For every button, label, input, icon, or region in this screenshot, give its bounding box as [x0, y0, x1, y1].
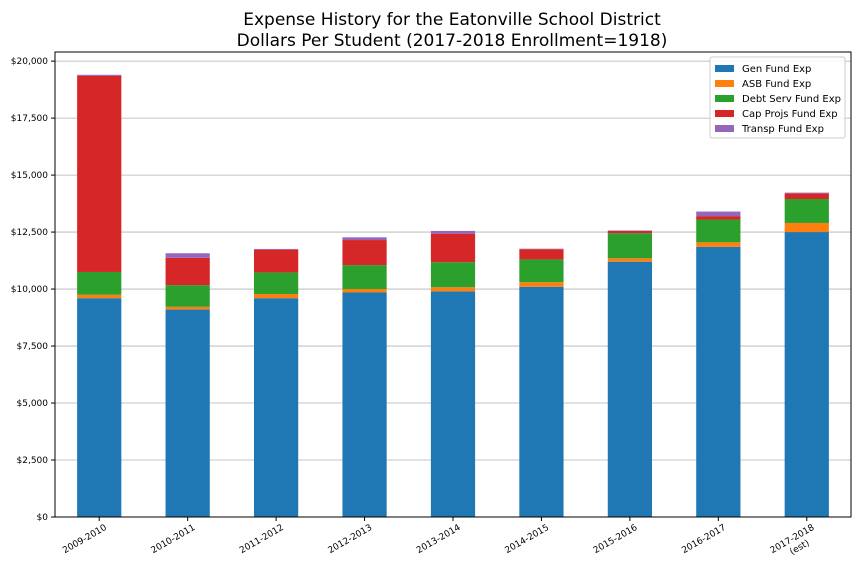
bar-segment [165, 257, 210, 286]
bar-segment [342, 265, 387, 290]
bar-segment [430, 287, 476, 292]
legend: Gen Fund Exp ASB Fund Exp Debt Serv Fund E… [709, 56, 846, 139]
bar-segment [519, 249, 564, 260]
y-tick-label: $7,500 [17, 342, 49, 352]
bar-segment [430, 262, 476, 288]
bars [77, 74, 829, 517]
y-tick-label: $2,500 [17, 456, 49, 466]
bar-segment [165, 309, 210, 517]
x-tick-label-group: 2013-2014 [415, 523, 463, 556]
x-tick-label-group: 2010-2011 [150, 523, 197, 556]
chart-title-line-1: Expense History for the Eatonville Schoo… [243, 10, 661, 30]
legend-swatch [715, 110, 734, 117]
bar-segment [77, 75, 122, 272]
x-tick-label: 2012-2013 [327, 523, 374, 556]
x-tick-label: 2017-2018(est) [769, 523, 822, 566]
bar-segment [77, 298, 122, 517]
bar-segment [254, 248, 299, 250]
bar-segment [165, 253, 210, 258]
bar-segment [696, 242, 741, 247]
x-axis: 2009-2010 2010-2011 2011-2012 2012-2013 2013… [61, 517, 822, 566]
y-tick-label: $10,000 [11, 285, 48, 295]
bar-segment [342, 237, 387, 241]
bar-segment [165, 306, 210, 310]
legend-swatch [715, 125, 734, 132]
y-tick-label: $0 [37, 513, 49, 523]
legend-label: Cap Projs Fund Exp [742, 109, 838, 120]
bar-segment [607, 258, 652, 262]
bar-segment [784, 193, 829, 200]
bar-segment [342, 292, 387, 517]
y-tick-label: $5,000 [17, 399, 49, 409]
bar-segment [254, 272, 299, 295]
legend-swatch [715, 80, 734, 87]
x-tick-label: 2013-2014 [415, 523, 463, 556]
bar-segment [342, 240, 387, 266]
bar-segment [77, 271, 122, 295]
bar-segment [607, 261, 652, 517]
bar-segment [696, 211, 741, 217]
x-tick-label-line: 2014-2015 [503, 523, 550, 556]
x-tick-label: 2009-2010 [61, 523, 109, 556]
x-tick-label-line: 2010-2011 [150, 523, 197, 556]
legend-label: Debt Serv Fund Exp [742, 94, 841, 105]
bar-segment [519, 286, 564, 517]
y-tick-label: $20,000 [11, 57, 48, 67]
bar-segment [607, 233, 652, 259]
legend-label: Transp Fund Exp [741, 124, 824, 135]
x-tick-label-line: 2013-2014 [415, 523, 463, 556]
y-tick-label: $17,500 [11, 114, 48, 124]
bar-segment [254, 298, 299, 517]
bar-segment [519, 282, 564, 287]
x-tick-label-line: 2016-2017 [680, 523, 727, 556]
x-tick-label-group: 2012-2013 [327, 523, 374, 556]
bar-segment [165, 285, 210, 307]
bar-segment [254, 249, 299, 273]
chart-title-line-2: Dollars Per Student (2017-2018 Enrollmen… [237, 31, 668, 51]
x-tick-label: 2011-2012 [238, 523, 285, 556]
x-tick-label: 2010-2011 [150, 523, 197, 556]
bar-segment [784, 232, 829, 517]
bar-segment [696, 246, 741, 517]
bar-segment [254, 294, 299, 299]
bar-segment [607, 230, 652, 234]
bar-segment [342, 289, 387, 293]
y-tick-label: $15,000 [11, 171, 48, 181]
legend-swatch [715, 95, 734, 102]
legend-box [709, 56, 846, 139]
legend-label: ASB Fund Exp [742, 79, 811, 90]
bar-segment [430, 230, 476, 234]
bar-segment [696, 216, 741, 220]
legend-swatch [715, 65, 734, 72]
x-tick-label-line: 2011-2012 [238, 523, 285, 556]
x-tick-label-group: 2009-2010 [61, 523, 109, 556]
y-axis: $0 $2,500 $5,000 $7,500 $10,000 $12,500 $15,00… [11, 57, 55, 523]
bar-segment [784, 222, 829, 233]
bar-segment [696, 219, 741, 243]
bar-segment [519, 259, 564, 283]
bar-segment [430, 233, 476, 263]
x-tick-label: 2015-2016 [592, 523, 640, 556]
bar-segment [784, 192, 829, 194]
x-tick-label-group: 2015-2016 [592, 523, 640, 556]
bar-segment [77, 74, 122, 76]
y-tick-label: $12,500 [11, 228, 48, 238]
x-tick-label-group: 2016-2017 [680, 523, 727, 556]
x-tick-label-group: 2014-2015 [503, 523, 550, 556]
x-tick-label-group: 2017-2018(est) [769, 523, 822, 566]
x-tick-label-line: 2012-2013 [327, 523, 374, 556]
bar-segment [784, 199, 829, 223]
x-tick-label-line: 2015-2016 [592, 523, 640, 556]
bar-segment [430, 291, 476, 517]
x-tick-label: 2014-2015 [503, 523, 550, 556]
bar-segment [77, 294, 122, 299]
x-tick-label-line: 2009-2010 [61, 523, 109, 556]
legend-label: Gen Fund Exp [742, 64, 811, 75]
x-tick-label: 2016-2017 [680, 523, 727, 556]
x-tick-label-group: 2011-2012 [238, 523, 285, 556]
